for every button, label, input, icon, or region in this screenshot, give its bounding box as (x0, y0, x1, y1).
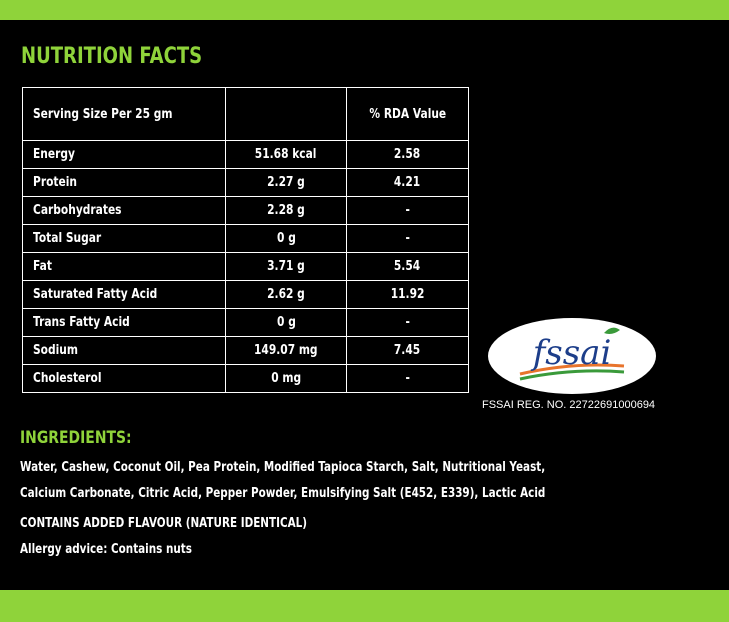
nutrient-amount: 3.71 g (225, 252, 347, 281)
nutrient-name: Energy (22, 140, 226, 169)
nutrient-rda: 5.54 (346, 252, 469, 281)
nutrient-rda: 4.21 (346, 168, 469, 197)
nutrient-amount: 2.28 g (225, 196, 347, 225)
nutrient-amount: 0 mg (225, 364, 347, 393)
fssai-logo-swoosh (519, 369, 625, 381)
fssai-registration-number: FSSAI REG. NO. 22722691000694 (482, 399, 656, 411)
table-row: Cholesterol 0 mg - (22, 364, 469, 393)
table-row: Energy 51.68 kcal 2.58 (22, 140, 469, 169)
nutrient-amount: 2.62 g (225, 280, 347, 309)
fssai-logo-text: fssai (530, 333, 612, 373)
nutrient-rda: - (346, 364, 469, 393)
nutrition-table: Serving Size Per 25 gm % RDA Value Energ… (22, 87, 469, 393)
fssai-logo-oval (488, 318, 656, 394)
fssai-logo-icon: fssai (488, 318, 656, 394)
bottom-green-band (0, 590, 729, 622)
ingredients-heading: INGREDIENTS: (20, 428, 132, 448)
ingredients-line: Calcium Carbonate, Citric Acid, Pepper P… (20, 486, 546, 501)
nutrient-rda: - (346, 224, 469, 253)
header-cell: Serving Size Per 25 gm (22, 87, 226, 141)
table-row: Protein 2.27 g 4.21 (22, 168, 469, 197)
nutrient-amount: 0 g (225, 224, 347, 253)
nutrient-rda: 2.58 (346, 140, 469, 169)
nutrient-amount: 0 g (225, 308, 347, 337)
table-row: Saturated Fatty Acid 2.62 g 11.92 (22, 280, 469, 309)
nutrient-name: Cholesterol (22, 364, 226, 393)
nutrition-facts-heading: NUTRITION FACTS (21, 44, 203, 69)
fssai-logo-swoosh (519, 363, 625, 376)
table-header-row: Serving Size Per 25 gm % RDA Value (22, 87, 469, 141)
table-row: Total Sugar 0 g - (22, 224, 469, 253)
nutrient-amount: 2.27 g (225, 168, 347, 197)
table-row: Fat 3.71 g 5.54 (22, 252, 469, 281)
allergy-advice: Allergy advice: Contains nuts (20, 542, 192, 557)
nutrient-amount: 51.68 kcal (225, 140, 347, 169)
nutrient-name: Saturated Fatty Acid (22, 280, 226, 309)
nutrient-name: Sodium (22, 336, 226, 365)
table-row: Sodium 149.07 mg 7.45 (22, 336, 469, 365)
header-cell (225, 87, 347, 141)
table-row: Carbohydrates 2.28 g - (22, 196, 469, 225)
flavour-note: CONTAINS ADDED FLAVOUR (NATURE IDENTICAL… (20, 516, 308, 531)
table-row: Trans Fatty Acid 0 g - (22, 308, 469, 337)
header-cell: % RDA Value (346, 87, 469, 141)
fssai-logo-leaf (604, 327, 620, 334)
nutrient-amount: 149.07 mg (225, 336, 347, 365)
nutrient-rda: - (346, 196, 469, 225)
nutrient-name: Carbohydrates (22, 196, 226, 225)
top-green-band (0, 0, 729, 20)
nutrient-name: Protein (22, 168, 226, 197)
nutrient-name: Trans Fatty Acid (22, 308, 226, 337)
nutrient-rda: - (346, 308, 469, 337)
nutrient-rda: 11.92 (346, 280, 469, 309)
nutrient-name: Total Sugar (22, 224, 226, 253)
nutrient-rda: 7.45 (346, 336, 469, 365)
nutrient-name: Fat (22, 252, 226, 281)
ingredients-line: Water, Cashew, Coconut Oil, Pea Protein,… (20, 460, 546, 475)
